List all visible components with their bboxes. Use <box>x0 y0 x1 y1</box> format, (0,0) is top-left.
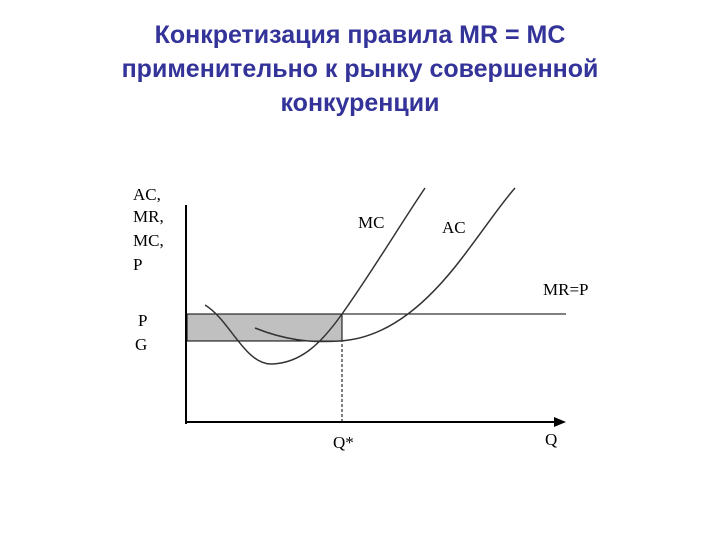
slide-title: Конкретизация правила MR = MC применител… <box>0 18 720 120</box>
x-axis-arrow <box>554 417 566 427</box>
mc-curve <box>204 187 426 365</box>
ac-curve <box>254 187 516 343</box>
title-line: Конкретизация правила MR = MC <box>154 21 566 49</box>
title-line: применительно к рынку совершенной <box>121 55 599 83</box>
quantity-label: Q* <box>333 433 354 452</box>
profit-area <box>186 313 343 342</box>
price-label: P <box>138 311 147 330</box>
x-axis-label: Q <box>545 430 557 449</box>
cost-label: G <box>135 335 147 354</box>
ac-label: AC <box>442 218 466 237</box>
y-axis-label: MC, <box>133 231 164 250</box>
y-axis-label: AC, <box>133 185 161 204</box>
mr-label: MR=P <box>543 280 589 299</box>
title-line: конкуренции <box>280 89 440 117</box>
y-axis-label: MR, <box>133 207 164 226</box>
y-axis-label: P <box>133 255 142 274</box>
mc-label: MC <box>358 213 384 232</box>
